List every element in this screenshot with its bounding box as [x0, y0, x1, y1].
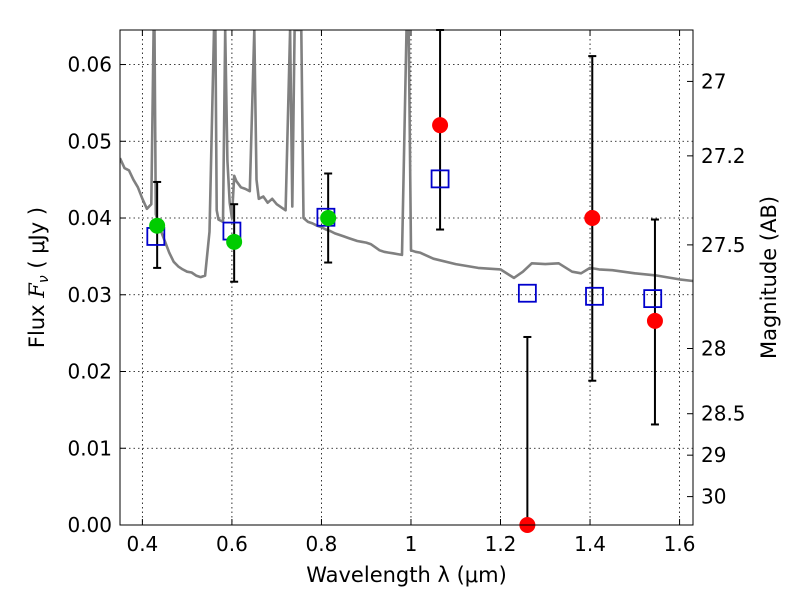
y-tick-label: 0.03 — [67, 283, 112, 307]
x-tick-label: 1.6 — [664, 532, 696, 556]
y-axis-title-prefix: Flux — [25, 298, 49, 348]
y2-axis-title: Magnitude (AB) — [757, 196, 781, 359]
y2-tick-label: 27.2 — [701, 144, 746, 168]
y-tick-label: 0.06 — [67, 53, 112, 77]
model-square-marker — [517, 283, 537, 303]
x-tick-label: 1.4 — [574, 532, 606, 556]
y-axis-title-suffix: ( μJy ) — [25, 207, 49, 275]
y2-tick-label: 30 — [701, 485, 726, 509]
x-tick-label: 0.4 — [126, 532, 158, 556]
x-tick-label: 0.8 — [306, 532, 338, 556]
grid — [120, 30, 693, 526]
data-point-marker — [646, 312, 663, 329]
x-tick-label: 1.2 — [485, 532, 517, 556]
y-tick-label: 0.01 — [67, 436, 112, 460]
data-point-marker — [432, 117, 449, 134]
data-point-marker — [320, 210, 337, 227]
y2-tick-label: 27 — [701, 69, 726, 93]
y-tick-label: 0.02 — [67, 360, 112, 384]
data-point-marker — [226, 233, 243, 250]
x-tick-label: 0.6 — [216, 532, 248, 556]
y-tick-label: 0.05 — [67, 129, 112, 153]
spectrum-path — [120, 30, 693, 283]
plot-frame — [119, 29, 694, 526]
y-tick-label: 0.00 — [67, 513, 112, 537]
y2-tick-label: 28 — [701, 336, 726, 360]
model-square-marker — [585, 286, 604, 306]
data-point-marker — [584, 210, 601, 227]
data-point-marker — [149, 217, 166, 234]
model-square-marker — [643, 289, 663, 309]
y-axis-title-subscript: ν — [36, 275, 52, 283]
spectrum-line — [120, 30, 693, 283]
y-tick-label: 0.04 — [67, 206, 112, 230]
model-square-marker — [430, 169, 450, 189]
y2-tick-label: 29 — [701, 443, 726, 467]
y-axis-title-symbol: F — [25, 282, 49, 299]
markers — [146, 117, 663, 533]
x-axis-title: Wavelength λ (μm) — [306, 563, 507, 587]
y2-tick-label: 28.5 — [701, 402, 746, 426]
x-tick-label: 1 — [405, 532, 418, 556]
y-axis-title: Flux Fν ( μJy ) — [25, 207, 52, 348]
y2-tick-label: 27.5 — [701, 233, 746, 257]
axis-ticks: 0.4 0.6 0.8 1 1.2 1.4 1.6 0.00 0.01 0.02 0.03 0.04 0… — [67, 30, 746, 556]
